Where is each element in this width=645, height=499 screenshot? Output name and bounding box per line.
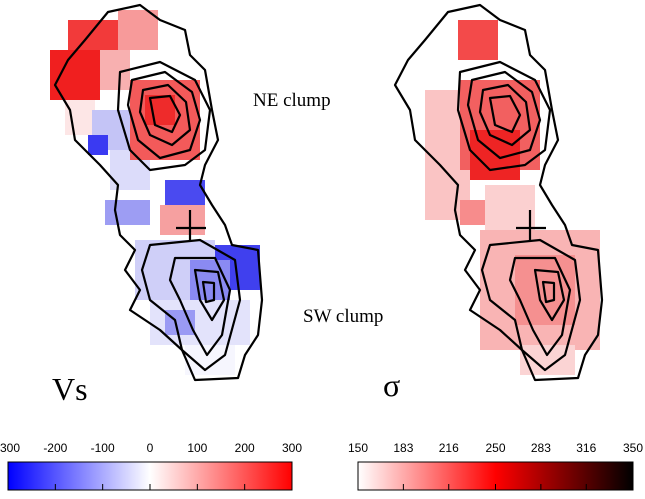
sigma-map bbox=[425, 20, 600, 375]
colorbar-tick-label: 183 bbox=[393, 441, 413, 455]
colorbar-tick-label: -100 bbox=[91, 441, 115, 455]
panel-label: σ bbox=[383, 367, 400, 403]
colorbar-tick-label: 283 bbox=[531, 441, 551, 455]
colorbar-tick-label: -300 bbox=[0, 441, 20, 455]
colorbar-tick-label: 0 bbox=[147, 441, 154, 455]
colorbar-tick-label: 350 bbox=[623, 441, 643, 455]
colorbar-tick-label: 250 bbox=[485, 441, 505, 455]
colorbar-tick-label: 200 bbox=[235, 441, 255, 455]
colorbar-tick-label: 150 bbox=[348, 441, 368, 455]
annotation: SW clump bbox=[303, 306, 383, 327]
annotation: NE clump bbox=[253, 90, 331, 111]
sigma-panel bbox=[393, 3, 604, 382]
colorbar-tick-label: 300 bbox=[282, 441, 302, 455]
colorbar-tick-label: 316 bbox=[576, 441, 596, 455]
vs-map bbox=[50, 10, 260, 375]
panel-label: Vs bbox=[52, 371, 88, 407]
colorbar-tick-label: 100 bbox=[187, 441, 207, 455]
colorbar-tick-label: -200 bbox=[43, 441, 67, 455]
colorbar-tick-label: 216 bbox=[439, 441, 459, 455]
